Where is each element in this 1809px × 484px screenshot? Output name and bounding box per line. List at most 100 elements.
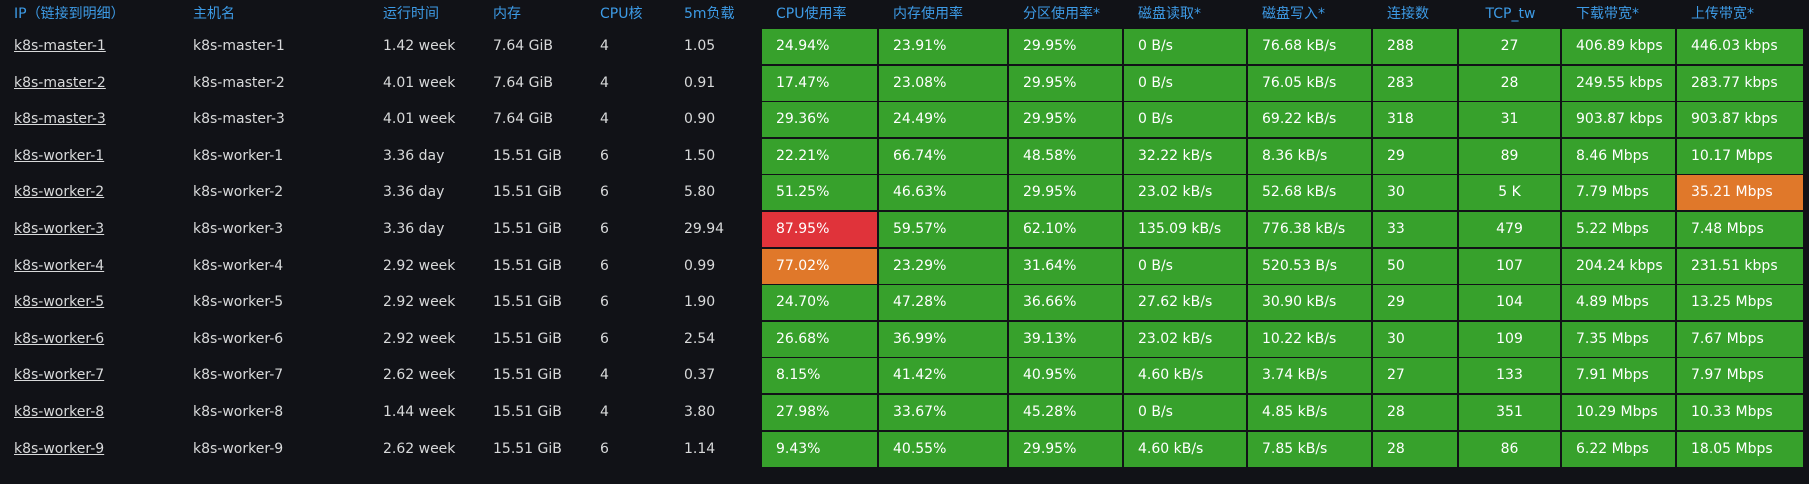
table-cell: 28: [1373, 395, 1457, 430]
table-cell: 2.92 week: [383, 330, 456, 347]
table-cell: 15.51 GiB: [493, 184, 562, 201]
table-cell: 30.90 kB/s: [1248, 285, 1371, 321]
table-cell: 23.08%: [879, 65, 1007, 101]
table-cell: 7.64 GiB: [493, 111, 553, 128]
table-cell: 62.10%: [1009, 212, 1122, 247]
table-cell: 13.25 Mbps: [1677, 285, 1803, 321]
column-header[interactable]: 分区使用率*: [1023, 6, 1100, 22]
table-cell: 0 B/s: [1124, 65, 1246, 101]
host-link[interactable]: k8s-worker-4: [14, 257, 105, 274]
table-cell: 30: [1373, 321, 1457, 357]
table-cell: 45.28%: [1009, 395, 1122, 430]
table-cell: 7.97 Mbps: [1677, 358, 1803, 394]
table-cell: 0.37: [684, 367, 716, 384]
table-cell: 18.05 Mbps: [1677, 431, 1803, 467]
column-header[interactable]: 磁盘写入*: [1262, 6, 1325, 22]
host-link[interactable]: k8s-worker-7: [14, 367, 105, 384]
table-cell: 10.22 kB/s: [1248, 321, 1371, 357]
table-cell: 6.22 Mbps: [1562, 431, 1675, 467]
table-cell: 26.68%: [762, 321, 877, 357]
table-cell: 31.64%: [1009, 248, 1122, 284]
table-cell: 87.95%: [762, 212, 877, 247]
table-cell: 7.48 Mbps: [1677, 212, 1803, 247]
table-cell: 40.55%: [879, 431, 1007, 467]
table-cell: 15.51 GiB: [493, 404, 562, 420]
table-cell: 4.01 week: [383, 74, 456, 91]
table-cell: 29.36%: [762, 102, 877, 138]
column-header[interactable]: 主机名: [193, 6, 235, 22]
table-cell: 15.51 GiB: [493, 330, 562, 347]
table-cell: 8.15%: [762, 358, 877, 394]
table-cell: 479: [1459, 212, 1560, 247]
table-cell: 249.55 kbps: [1562, 65, 1675, 101]
column-header[interactable]: IP（链接到明细）: [14, 6, 125, 22]
table-cell: 27: [1459, 29, 1560, 64]
table-cell: 24.70%: [762, 285, 877, 321]
table-cell: 76.05 kB/s: [1248, 65, 1371, 101]
host-link[interactable]: k8s-worker-3: [14, 221, 105, 237]
table-cell: 28: [1373, 431, 1457, 467]
table-cell: 29.95%: [1009, 431, 1122, 467]
table-cell: 30: [1373, 175, 1457, 211]
table-cell: k8s-worker-6: [193, 330, 284, 347]
host-link[interactable]: k8s-worker-8: [14, 404, 105, 420]
table-cell: 133: [1459, 358, 1560, 394]
column-header[interactable]: 磁盘读取*: [1138, 6, 1201, 22]
host-link[interactable]: k8s-master-2: [14, 74, 106, 91]
table-cell: 4: [600, 38, 609, 54]
table-cell: 7.91 Mbps: [1562, 358, 1675, 394]
table-cell: 46.63%: [879, 175, 1007, 211]
table-cell: 6: [600, 440, 609, 457]
table-cell: 7.64 GiB: [493, 38, 553, 54]
table-cell: 0.99: [684, 257, 716, 274]
table-cell: 318: [1373, 102, 1457, 138]
column-header[interactable]: 内存使用率: [893, 6, 963, 22]
table-cell: 406.89 kbps: [1562, 29, 1675, 64]
table-cell: 15.51 GiB: [493, 147, 562, 164]
table-cell: 5.22 Mbps: [1562, 212, 1675, 247]
table-cell: 59.57%: [879, 212, 1007, 247]
host-link[interactable]: k8s-worker-9: [14, 440, 105, 457]
table-cell: 23.02 kB/s: [1124, 175, 1246, 211]
table-cell: 47.28%: [879, 285, 1007, 321]
host-link[interactable]: k8s-worker-6: [14, 330, 105, 347]
column-header[interactable]: CPU使用率: [776, 6, 847, 22]
table-cell: 4: [600, 404, 609, 420]
table-cell: 776.38 kB/s: [1248, 212, 1371, 247]
table-cell: k8s-worker-4: [193, 257, 284, 274]
table-cell: 4.60 kB/s: [1124, 358, 1246, 394]
host-link[interactable]: k8s-master-1: [14, 38, 106, 54]
table-cell: 29.94: [684, 221, 725, 237]
column-header[interactable]: 上传带宽*: [1691, 6, 1754, 22]
table-cell: 17.47%: [762, 65, 877, 101]
table-cell: 283: [1373, 65, 1457, 101]
table-cell: 2.54: [684, 330, 716, 347]
table-cell: 6: [600, 147, 609, 164]
column-header[interactable]: TCP_tw: [1485, 6, 1536, 22]
column-header[interactable]: 运行时间: [383, 6, 439, 22]
host-link[interactable]: k8s-worker-2: [14, 184, 105, 201]
column-header[interactable]: 连接数: [1387, 6, 1429, 22]
table-cell: 3.74 kB/s: [1248, 358, 1371, 394]
column-header[interactable]: 内存: [493, 6, 521, 22]
column-header[interactable]: 5m负载: [684, 6, 735, 22]
column-header[interactable]: CPU核: [600, 6, 643, 22]
table-cell: 3.36 day: [383, 221, 445, 237]
table-cell: 29.95%: [1009, 102, 1122, 138]
table-cell: 8.36 kB/s: [1248, 138, 1371, 174]
table-cell: 446.03 kbps: [1677, 29, 1803, 64]
host-link[interactable]: k8s-worker-1: [14, 147, 105, 164]
table-cell: 7.67 Mbps: [1677, 321, 1803, 357]
table-cell: 104: [1459, 285, 1560, 321]
table-cell: 89: [1459, 138, 1560, 174]
column-header[interactable]: 下载带宽*: [1576, 6, 1639, 22]
table-cell: 5 K: [1459, 175, 1560, 211]
table-cell: 15.51 GiB: [493, 221, 562, 237]
table-cell: 903.87 kbps: [1562, 102, 1675, 138]
table-cell: 7.64 GiB: [493, 74, 553, 91]
host-link[interactable]: k8s-worker-5: [14, 294, 105, 311]
host-link[interactable]: k8s-master-3: [14, 111, 106, 128]
table-cell: k8s-worker-5: [193, 294, 284, 311]
table-cell: 28: [1459, 65, 1560, 101]
